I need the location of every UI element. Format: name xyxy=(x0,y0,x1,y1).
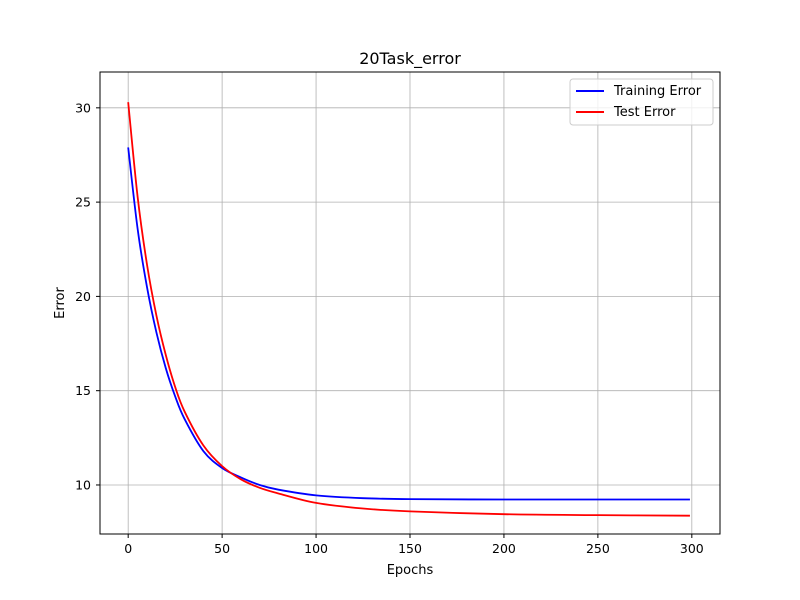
x-axis-label: Epochs xyxy=(387,563,434,578)
y-tick-label: 10 xyxy=(75,477,91,492)
y-tick-label: 25 xyxy=(75,195,91,210)
y-tick-label: 15 xyxy=(75,383,91,398)
legend-label-test: Test Error xyxy=(613,105,676,120)
x-tick-label: 50 xyxy=(214,541,230,556)
y-tick-label: 20 xyxy=(75,289,91,304)
chart-title: 20Task_error xyxy=(359,49,461,69)
legend-label-training: Training Error xyxy=(613,84,702,99)
grid xyxy=(100,72,720,534)
ticks: 0 50 100 150 200 250 300 10 15 20 25 30 xyxy=(75,100,704,556)
x-tick-label: 100 xyxy=(304,541,328,556)
series-layer xyxy=(127,102,690,517)
x-tick-label: 200 xyxy=(492,541,516,556)
y-tick-label: 30 xyxy=(75,100,91,115)
legend: Training Error Test Error xyxy=(569,78,714,126)
x-tick-label: 300 xyxy=(680,541,704,556)
x-tick-label: 0 xyxy=(124,541,132,556)
x-tick-label: 250 xyxy=(586,541,610,556)
legend-box xyxy=(569,78,714,126)
y-axis-label: Error xyxy=(53,287,68,319)
series-line-0 xyxy=(127,147,690,501)
x-tick-label: 150 xyxy=(398,541,422,556)
series-line-1 xyxy=(127,102,690,517)
